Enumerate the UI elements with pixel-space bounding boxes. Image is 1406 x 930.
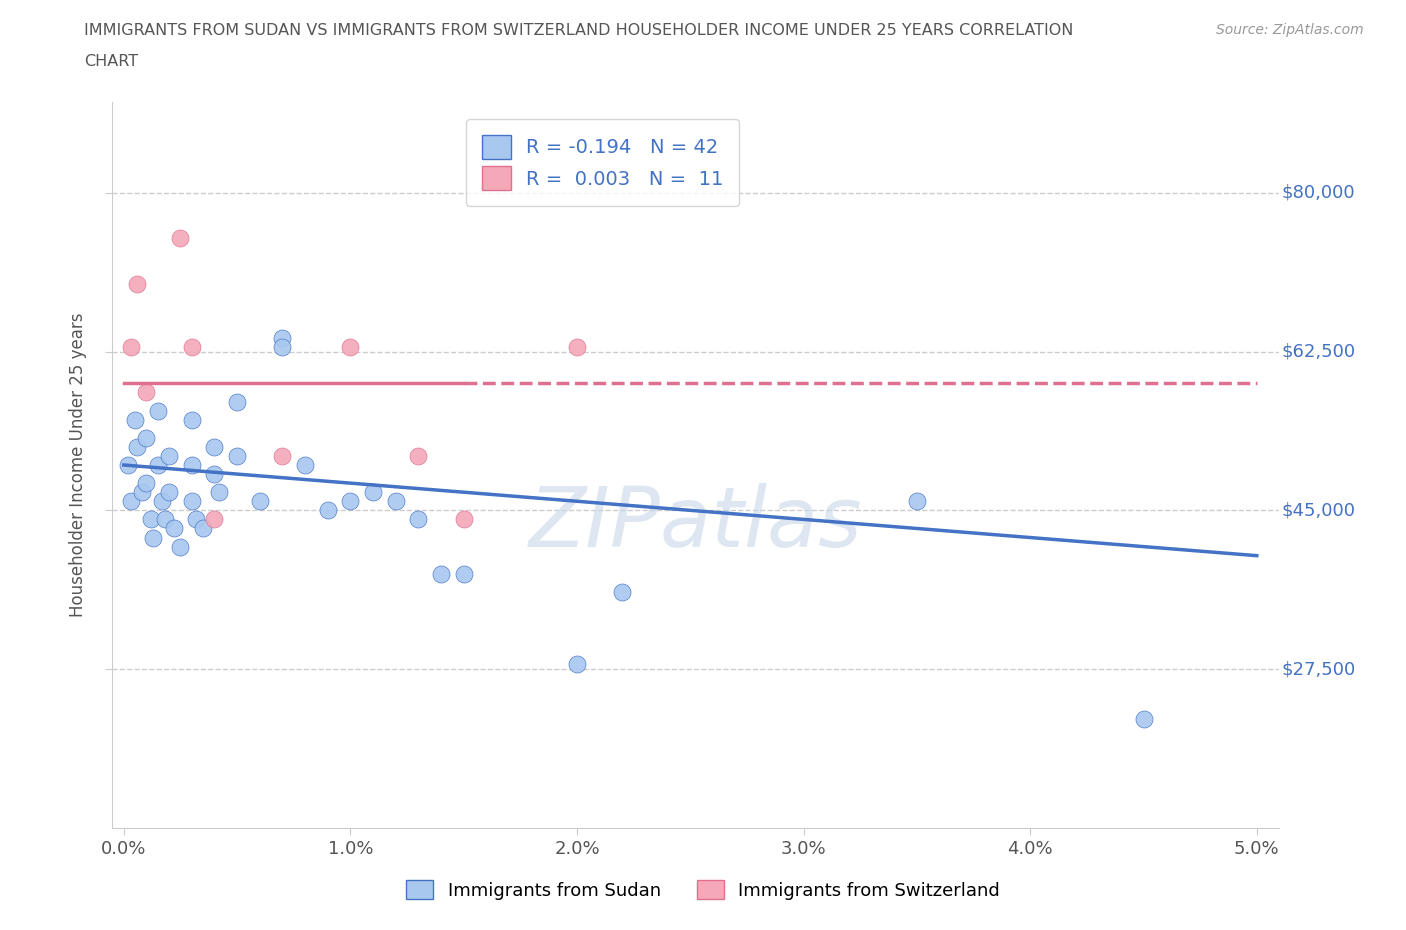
Point [294, 458, 316, 472]
Point [271, 448, 294, 463]
Point [163, 521, 186, 536]
Point [453, 566, 475, 581]
Point [565, 657, 588, 671]
Point [612, 585, 634, 600]
Legend: R = -0.194   N = 42, R =  0.003   N =  11: R = -0.194 N = 42, R = 0.003 N = 11 [465, 119, 740, 206]
Text: $62,500: $62,500 [1282, 342, 1355, 361]
Point [180, 412, 202, 427]
Point [120, 339, 142, 354]
Point [127, 440, 149, 455]
Point [339, 339, 361, 354]
Point [153, 512, 176, 526]
Point [127, 276, 149, 291]
Point [361, 485, 384, 499]
Point [131, 485, 153, 499]
Point [135, 475, 157, 491]
Point [271, 330, 294, 345]
Point [169, 231, 191, 246]
Point [186, 512, 208, 526]
Point [150, 494, 173, 509]
Text: $45,000: $45,000 [1282, 501, 1355, 519]
Point [180, 339, 202, 354]
Text: ZIPatlas: ZIPatlas [529, 483, 863, 564]
Point [208, 485, 231, 499]
Point [142, 530, 165, 545]
Point [316, 503, 339, 518]
Text: $27,500: $27,500 [1282, 660, 1355, 678]
Text: CHART: CHART [84, 54, 138, 69]
Point [124, 412, 146, 427]
Legend: Immigrants from Sudan, Immigrants from Switzerland: Immigrants from Sudan, Immigrants from S… [399, 873, 1007, 907]
Point [204, 512, 226, 526]
Point [408, 512, 430, 526]
Point [180, 494, 202, 509]
Point [408, 448, 430, 463]
Point [453, 512, 475, 526]
Point [180, 458, 202, 472]
Point [146, 458, 169, 472]
Point [169, 539, 191, 554]
Text: IMMIGRANTS FROM SUDAN VS IMMIGRANTS FROM SWITZERLAND HOUSEHOLDER INCOME UNDER 25: IMMIGRANTS FROM SUDAN VS IMMIGRANTS FROM… [84, 23, 1074, 38]
Point [120, 494, 142, 509]
Point [146, 404, 169, 418]
Point [1132, 711, 1154, 726]
Point [565, 339, 588, 354]
Point [135, 385, 157, 400]
Point [117, 458, 139, 472]
Y-axis label: Householder Income Under 25 years: Householder Income Under 25 years [69, 312, 87, 618]
Point [157, 448, 180, 463]
Point [430, 566, 453, 581]
Point [271, 339, 294, 354]
Point [905, 494, 928, 509]
Point [139, 512, 162, 526]
Point [249, 494, 271, 509]
Point [384, 494, 406, 509]
Point [226, 448, 249, 463]
Point [226, 394, 249, 409]
Text: $80,000: $80,000 [1282, 184, 1355, 202]
Point [204, 467, 226, 482]
Point [204, 440, 226, 455]
Point [135, 431, 157, 445]
Point [191, 521, 214, 536]
Point [339, 494, 361, 509]
Text: Source: ZipAtlas.com: Source: ZipAtlas.com [1216, 23, 1364, 37]
Point [157, 485, 180, 499]
